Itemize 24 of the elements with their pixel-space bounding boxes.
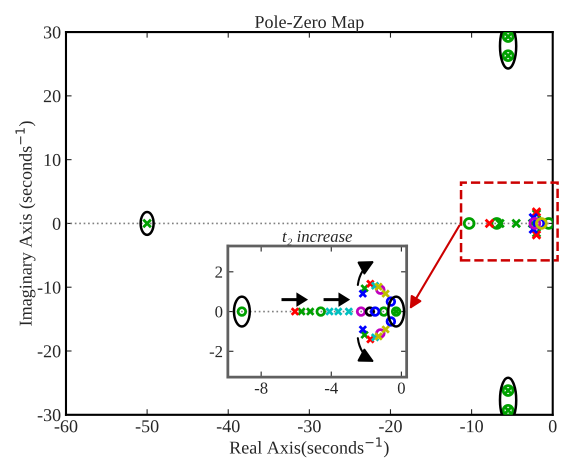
y-tick-label: 2	[215, 266, 222, 278]
x-tick-label: 0	[398, 382, 405, 394]
y-tick-label: 0	[52, 218, 60, 230]
y-tick-label: 10	[44, 154, 60, 166]
x-tick-label: -4	[324, 382, 338, 394]
chart-title: Pole-Zero Map	[254, 15, 364, 32]
y-tick-label: 20	[44, 90, 60, 102]
y-tick-label: -10	[38, 281, 60, 294]
x-tick-label: 0	[548, 420, 557, 432]
chart-title: t₂ increase	[282, 230, 352, 246]
y-tick-label: -30	[38, 409, 60, 422]
y-tick-label: -20	[38, 345, 60, 358]
y-tick-label: -2	[210, 346, 222, 358]
x-tick-label: -30	[298, 420, 321, 432]
x-tick-label: -40	[216, 420, 240, 432]
y-axis-title: Imaginary Axis (seconds$^{−1}$)	[15, 121, 36, 326]
x-tick-label: -20	[379, 420, 402, 432]
y-tick-label: 30	[44, 26, 60, 39]
x-tick-label: -8	[254, 382, 268, 394]
x-axis-title: Real Axis(seconds$^{−1}$)	[230, 437, 389, 458]
x-tick-label: -50	[136, 420, 158, 432]
y-tick-label: 0	[215, 306, 222, 318]
x-tick-label: -10	[460, 420, 483, 432]
x-tick-label: -60	[54, 420, 78, 432]
